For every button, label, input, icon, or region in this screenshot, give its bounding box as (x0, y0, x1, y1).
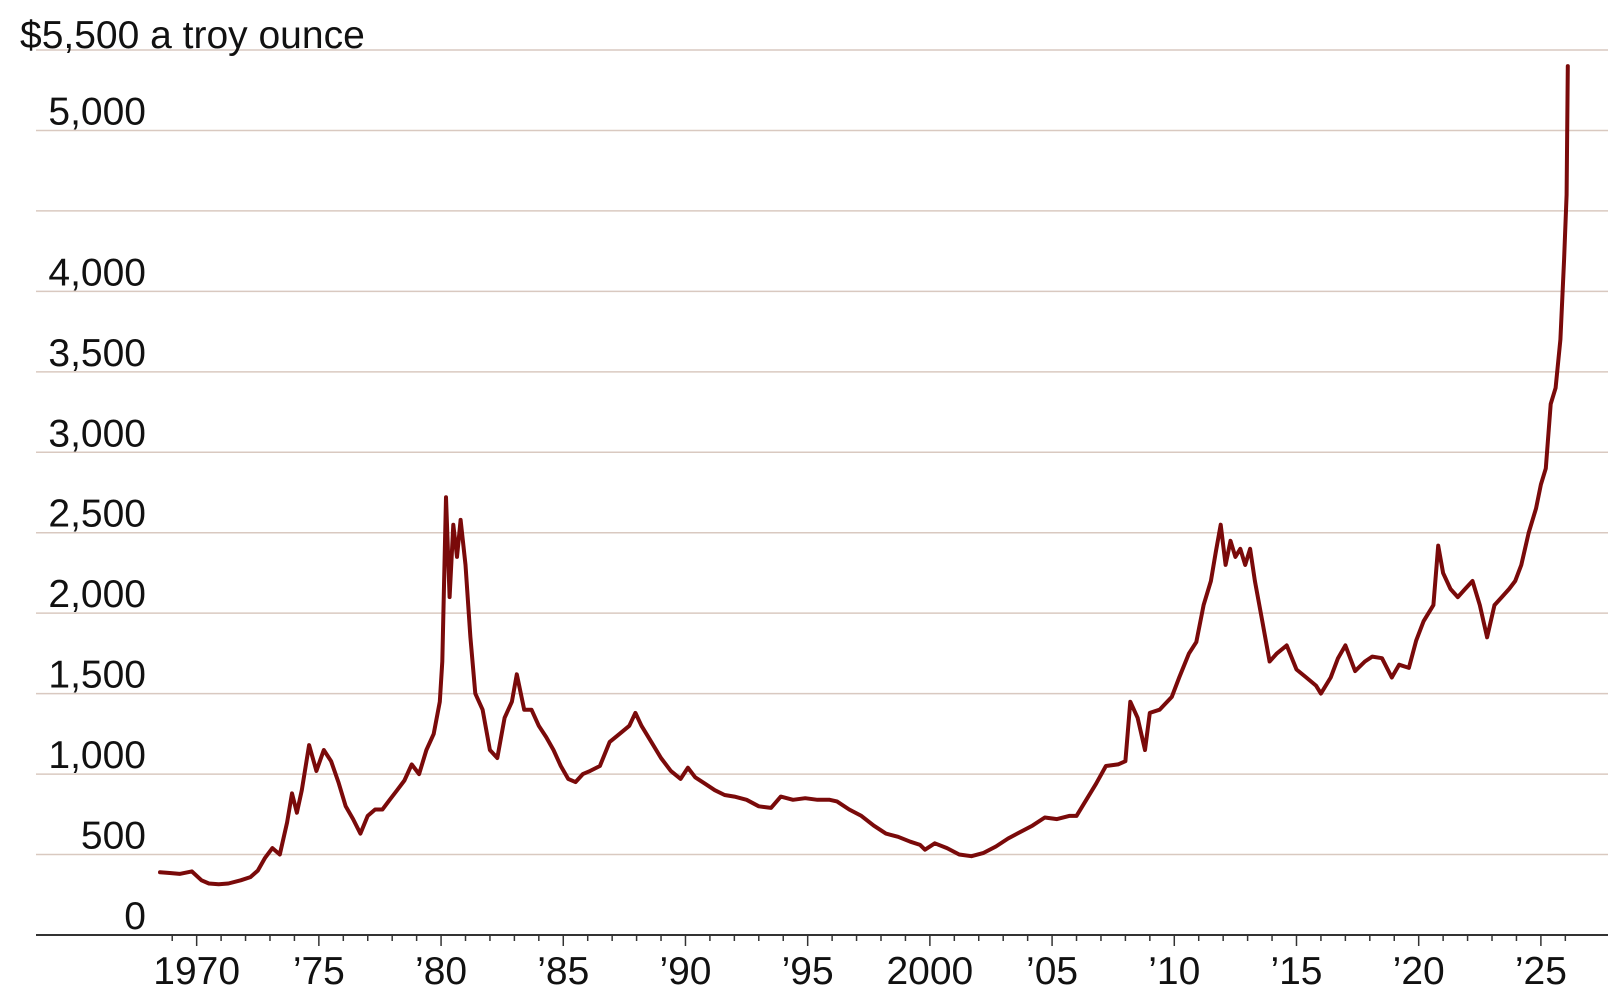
y-tick-label: 5,000 (48, 90, 146, 133)
x-tick-label: ’95 (782, 950, 834, 993)
x-tick-label: ’75 (293, 950, 345, 993)
y-tick-label: 1,500 (48, 654, 146, 697)
y-tick-label: 2,000 (48, 573, 146, 616)
x-tick-label: ’90 (659, 950, 711, 993)
y-tick-label: 4,000 (48, 251, 146, 294)
y-tick-label: 1,000 (48, 734, 146, 777)
y-tick-label: 0 (124, 895, 146, 938)
x-tick-label: ’05 (1026, 950, 1078, 993)
y-tick-label: 3,000 (48, 412, 146, 455)
x-tick-label: ’15 (1270, 950, 1322, 993)
gold-price-series-line (158, 64, 1570, 887)
x-tick-label: ’80 (415, 950, 467, 993)
x-tick-label: ’85 (537, 950, 589, 993)
x-tick-label: ’25 (1515, 950, 1567, 993)
gridlines (36, 49, 1608, 856)
x-axis-tick-labels: 1970 ’75 ’80 ’85 ’90 ’95 2000 ’05 ’10 ’15 ’20 ’25 (153, 950, 1567, 993)
y-axis-unit-label: $5,500 a troy ounce (20, 14, 365, 57)
y-tick-label: 500 (81, 815, 146, 858)
x-axis-tick-marks (171, 935, 1567, 946)
x-tick-label: ’20 (1393, 950, 1445, 993)
y-tick-label: 3,500 (48, 332, 146, 375)
x-tick-label: ’10 (1148, 950, 1200, 993)
x-tick-label: 1970 (153, 950, 240, 993)
y-axis-tick-labels: 0 500 1,000 1,500 2,000 2,500 3,000 3,500 4,000 5… (48, 90, 146, 938)
y-tick-label: 2,500 (48, 493, 146, 536)
x-tick-label: 2000 (886, 950, 973, 993)
